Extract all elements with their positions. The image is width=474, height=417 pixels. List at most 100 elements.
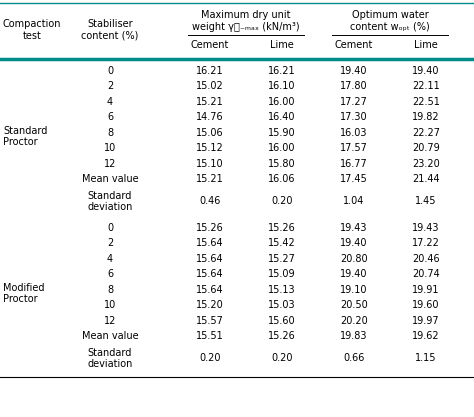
Text: 15.26: 15.26 <box>268 331 296 341</box>
Text: 19.82: 19.82 <box>412 112 440 122</box>
Text: 15.64: 15.64 <box>196 269 224 279</box>
Text: 0.46: 0.46 <box>199 196 221 206</box>
Text: 0.66: 0.66 <box>343 354 365 364</box>
Text: 20.50: 20.50 <box>340 300 368 310</box>
Text: 19.43: 19.43 <box>412 223 440 233</box>
Text: Proctor: Proctor <box>3 136 37 146</box>
Text: 2: 2 <box>107 238 113 248</box>
Text: 19.40: 19.40 <box>340 238 368 248</box>
Text: 19.60: 19.60 <box>412 300 440 310</box>
Text: Standard
deviation: Standard deviation <box>87 348 133 369</box>
Text: 0: 0 <box>107 223 113 233</box>
Text: 0.20: 0.20 <box>271 354 293 364</box>
Text: 2: 2 <box>107 81 113 91</box>
Text: 14.76: 14.76 <box>196 112 224 122</box>
Text: 15.21: 15.21 <box>196 97 224 107</box>
Text: 19.43: 19.43 <box>340 223 368 233</box>
Text: Mean value: Mean value <box>82 331 138 341</box>
Text: 15.09: 15.09 <box>268 269 296 279</box>
Text: Cement: Cement <box>335 40 373 50</box>
Text: 17.27: 17.27 <box>340 97 368 107</box>
Text: 19.40: 19.40 <box>340 66 368 76</box>
Text: 20.46: 20.46 <box>412 254 440 264</box>
Text: 16.21: 16.21 <box>268 66 296 76</box>
Text: 22.51: 22.51 <box>412 97 440 107</box>
Text: 15.42: 15.42 <box>268 238 296 248</box>
Text: 12: 12 <box>104 159 116 169</box>
Text: 15.26: 15.26 <box>268 223 296 233</box>
Text: 4: 4 <box>107 254 113 264</box>
Text: 15.64: 15.64 <box>196 285 224 295</box>
Text: 21.44: 21.44 <box>412 174 440 184</box>
Text: 1.04: 1.04 <box>343 196 365 206</box>
Text: 15.64: 15.64 <box>196 254 224 264</box>
Text: 16.40: 16.40 <box>268 112 296 122</box>
Text: 6: 6 <box>107 112 113 122</box>
Text: 1.15: 1.15 <box>415 354 437 364</box>
Text: 8: 8 <box>107 128 113 138</box>
Text: 15.51: 15.51 <box>196 331 224 341</box>
Text: Standard: Standard <box>3 126 47 136</box>
Text: 19.97: 19.97 <box>412 316 440 326</box>
Text: Maximum dry unit
weight γ₝₋ₘₐₓ (kN/m³): Maximum dry unit weight γ₝₋ₘₐₓ (kN/m³) <box>192 10 300 32</box>
Text: 15.12: 15.12 <box>196 143 224 153</box>
Text: Modified: Modified <box>3 283 45 293</box>
Text: 0.20: 0.20 <box>271 196 293 206</box>
Text: Lime: Lime <box>270 40 294 50</box>
Text: Lime: Lime <box>414 40 438 50</box>
Text: 12: 12 <box>104 316 116 326</box>
Text: 15.60: 15.60 <box>268 316 296 326</box>
Text: 16.77: 16.77 <box>340 159 368 169</box>
Text: 23.20: 23.20 <box>412 159 440 169</box>
Text: 15.90: 15.90 <box>268 128 296 138</box>
Text: 0: 0 <box>107 66 113 76</box>
Text: Proctor: Proctor <box>3 294 37 304</box>
Text: 17.22: 17.22 <box>412 238 440 248</box>
Text: Compaction
test: Compaction test <box>3 19 62 41</box>
Text: 17.30: 17.30 <box>340 112 368 122</box>
Text: 16.00: 16.00 <box>268 143 296 153</box>
Text: Optimum water
content wₒₚₜ (%): Optimum water content wₒₚₜ (%) <box>350 10 430 32</box>
Text: 15.06: 15.06 <box>196 128 224 138</box>
Text: 1.45: 1.45 <box>415 196 437 206</box>
Text: 15.57: 15.57 <box>196 316 224 326</box>
Text: 6: 6 <box>107 269 113 279</box>
Text: 0.20: 0.20 <box>199 354 221 364</box>
Text: 19.62: 19.62 <box>412 331 440 341</box>
Text: 4: 4 <box>107 97 113 107</box>
Text: 19.83: 19.83 <box>340 331 368 341</box>
Text: Cement: Cement <box>191 40 229 50</box>
Text: 10: 10 <box>104 300 116 310</box>
Text: 15.64: 15.64 <box>196 238 224 248</box>
Text: 16.00: 16.00 <box>268 97 296 107</box>
Text: 16.03: 16.03 <box>340 128 368 138</box>
Text: 15.27: 15.27 <box>268 254 296 264</box>
Text: 15.80: 15.80 <box>268 159 296 169</box>
Text: Stabiliser
content (%): Stabiliser content (%) <box>82 19 139 41</box>
Text: 17.80: 17.80 <box>340 81 368 91</box>
Text: 20.79: 20.79 <box>412 143 440 153</box>
Text: 15.02: 15.02 <box>196 81 224 91</box>
Text: 22.11: 22.11 <box>412 81 440 91</box>
Text: 22.27: 22.27 <box>412 128 440 138</box>
Text: 19.91: 19.91 <box>412 285 440 295</box>
Text: 8: 8 <box>107 285 113 295</box>
Text: 16.10: 16.10 <box>268 81 296 91</box>
Text: 20.74: 20.74 <box>412 269 440 279</box>
Text: 19.40: 19.40 <box>340 269 368 279</box>
Text: 17.57: 17.57 <box>340 143 368 153</box>
Text: 15.13: 15.13 <box>268 285 296 295</box>
Text: 15.26: 15.26 <box>196 223 224 233</box>
Text: 15.20: 15.20 <box>196 300 224 310</box>
Text: 15.03: 15.03 <box>268 300 296 310</box>
Text: 16.06: 16.06 <box>268 174 296 184</box>
Text: 16.21: 16.21 <box>196 66 224 76</box>
Text: 19.10: 19.10 <box>340 285 368 295</box>
Text: 20.20: 20.20 <box>340 316 368 326</box>
Text: 15.10: 15.10 <box>196 159 224 169</box>
Text: 10: 10 <box>104 143 116 153</box>
Text: Mean value: Mean value <box>82 174 138 184</box>
Text: 19.40: 19.40 <box>412 66 440 76</box>
Text: 20.80: 20.80 <box>340 254 368 264</box>
Text: 15.21: 15.21 <box>196 174 224 184</box>
